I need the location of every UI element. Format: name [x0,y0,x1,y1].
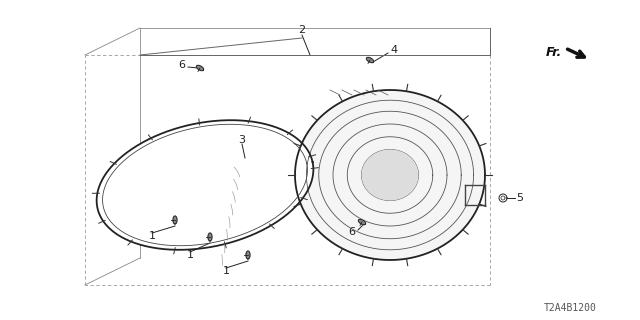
Text: 4: 4 [390,45,397,55]
Polygon shape [246,251,250,259]
Text: 5: 5 [516,193,523,203]
Polygon shape [358,219,365,225]
Polygon shape [97,120,314,250]
Text: 1: 1 [223,266,230,276]
Polygon shape [295,90,485,260]
Text: T2A4B1200: T2A4B1200 [543,303,596,313]
Text: 1: 1 [148,231,156,241]
Text: 3: 3 [239,135,246,145]
Polygon shape [362,149,419,201]
Text: 6: 6 [349,227,355,237]
Text: 1: 1 [186,250,193,260]
Polygon shape [196,65,204,71]
Polygon shape [173,216,177,224]
Text: 6: 6 [178,60,185,70]
Polygon shape [366,57,374,63]
Text: Fr.: Fr. [546,45,562,59]
Text: 2: 2 [298,25,305,35]
Polygon shape [208,233,212,241]
